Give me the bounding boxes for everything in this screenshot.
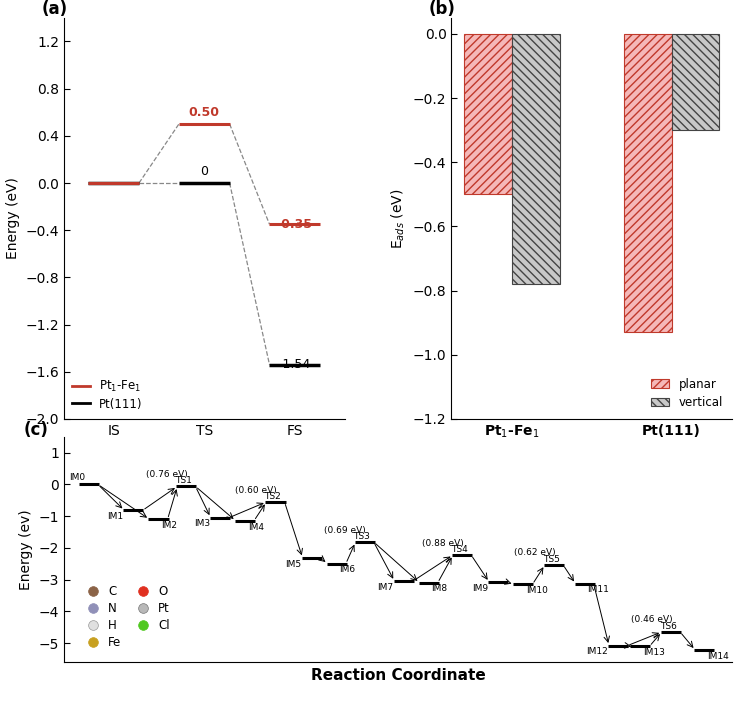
Text: TS4: TS4 — [451, 545, 468, 554]
Text: IM11: IM11 — [587, 586, 609, 594]
Text: TS2: TS2 — [264, 492, 281, 501]
Text: IM3: IM3 — [194, 519, 210, 528]
Bar — [512, 34, 560, 284]
Y-axis label: E$_{ads}$ (eV): E$_{ads}$ (eV) — [390, 188, 407, 248]
Text: IM1: IM1 — [107, 512, 123, 521]
Text: (b): (b) — [429, 0, 456, 18]
Bar — [624, 34, 671, 332]
Text: (0.46 eV): (0.46 eV) — [631, 616, 672, 624]
Text: IM9: IM9 — [472, 584, 488, 593]
Text: IM8: IM8 — [431, 584, 448, 594]
Text: (c): (c) — [24, 420, 49, 438]
Text: 0: 0 — [201, 165, 208, 178]
Text: TS3: TS3 — [354, 532, 370, 541]
Legend: C, N, H, Fe, O, Pt, Cl: C, N, H, Fe, O, Pt, Cl — [77, 580, 175, 654]
Text: IM12: IM12 — [587, 647, 608, 657]
Text: (0.62 eV): (0.62 eV) — [514, 548, 555, 558]
Text: IM5: IM5 — [285, 560, 302, 569]
Bar — [464, 34, 512, 194]
Legend: planar, vertical: planar, vertical — [647, 374, 726, 413]
Text: (0.76 eV): (0.76 eV) — [146, 470, 188, 479]
Text: IM14: IM14 — [707, 652, 729, 661]
Text: -1.54: -1.54 — [279, 357, 311, 371]
Text: IM7: IM7 — [378, 583, 394, 592]
Text: (a): (a) — [41, 0, 68, 18]
Text: IM10: IM10 — [526, 586, 548, 595]
Text: TS5: TS5 — [543, 555, 559, 563]
Text: (0.60 eV): (0.60 eV) — [235, 485, 277, 495]
Bar — [671, 34, 719, 130]
Text: -0.35: -0.35 — [277, 218, 313, 231]
Text: IM6: IM6 — [339, 566, 356, 574]
Text: 0.50: 0.50 — [189, 106, 220, 120]
X-axis label: Reaction Coordinate: Reaction Coordinate — [311, 668, 485, 683]
Legend: Pt$_1$-Fe$_1$, Pt(111): Pt$_1$-Fe$_1$, Pt(111) — [70, 377, 145, 413]
Y-axis label: Energy (eV): Energy (eV) — [6, 178, 20, 259]
Text: (0.69 eV): (0.69 eV) — [324, 526, 366, 535]
Text: (0.88 eV): (0.88 eV) — [422, 538, 463, 548]
Text: TS1: TS1 — [175, 476, 192, 485]
Text: TS6: TS6 — [659, 622, 677, 631]
Text: IM4: IM4 — [248, 523, 264, 531]
Text: IM13: IM13 — [643, 648, 665, 657]
Text: IM2: IM2 — [161, 521, 177, 530]
Text: IM0: IM0 — [69, 473, 86, 482]
Y-axis label: Energy (ev): Energy (ev) — [19, 509, 33, 590]
